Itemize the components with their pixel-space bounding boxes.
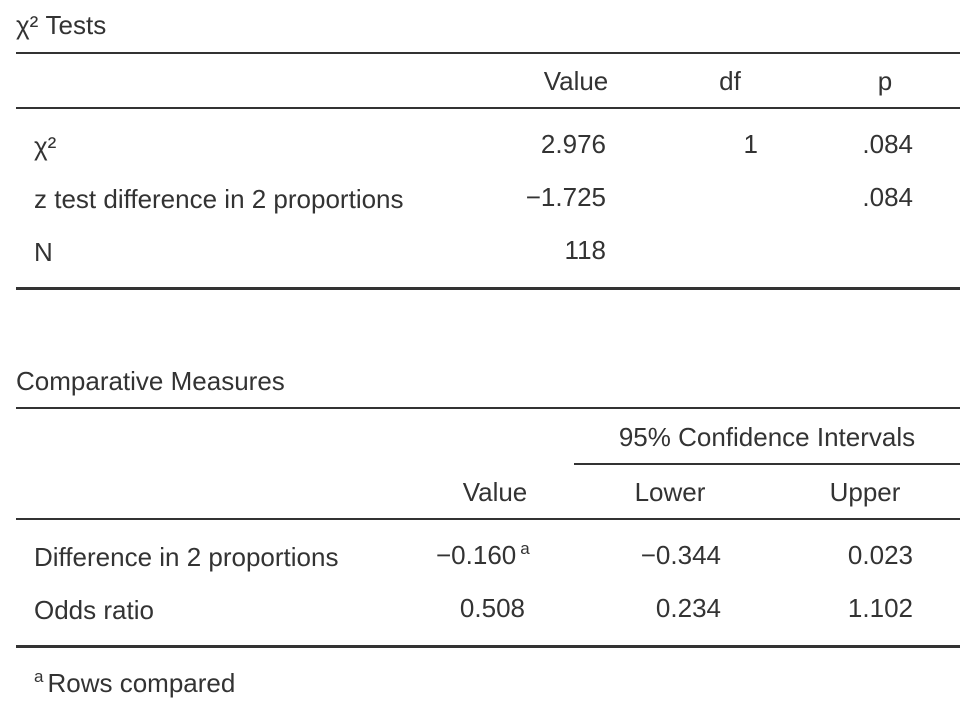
chi-row-label: N (34, 237, 53, 267)
comp-row-upper: 1.102 (847, 593, 913, 623)
chi-header-df: df (719, 66, 741, 96)
comp-row-value: −0.160 a (436, 539, 530, 574)
comp-row-lower: 0.234 (655, 593, 721, 623)
comp-header-value: Value (462, 477, 528, 507)
chi-header-value: Value (543, 66, 609, 96)
comparative-title: Comparative Measures (16, 366, 285, 396)
chi-row-value: 2.976 (540, 129, 606, 159)
chi-tests-title: χ² Tests (16, 10, 107, 40)
comp-header-lower: Lower (634, 477, 706, 507)
chi-tests-bottom-rule (16, 287, 960, 290)
chi-row-label: χ² (34, 131, 57, 161)
chi-tests-top-rule (16, 52, 960, 54)
comp-header-upper: Upper (829, 477, 901, 507)
footnote-marker: a (34, 667, 44, 686)
chi-row-value: −1.725 (525, 182, 606, 212)
comp-row-upper: 0.023 (847, 540, 913, 570)
comp-row-label: Difference in 2 proportions (34, 542, 339, 572)
chi-row-label: z test difference in 2 proportions (34, 184, 404, 214)
chi-row-value: 118 (564, 235, 606, 265)
chi-header-p: p (877, 66, 893, 96)
comp-row-value: 0.508 (459, 593, 525, 623)
footnote-marker: a (520, 539, 530, 558)
chi-tests-header-rule (16, 107, 960, 109)
comp-row-value-number: −0.160 (436, 540, 517, 570)
chi-row-p: .084 (862, 129, 913, 159)
chi-row-df: 1 (743, 129, 758, 159)
ci-group-header: 95% Confidence Intervals (618, 422, 916, 452)
comparative-header-rule (16, 518, 960, 520)
ci-group-rule (574, 463, 960, 465)
comp-row-label: Odds ratio (34, 595, 154, 625)
comparative-top-rule (16, 407, 960, 409)
footnote-text: Rows compared (47, 668, 236, 698)
comp-row-lower: −0.344 (640, 540, 721, 570)
footnote: a Rows compared (34, 667, 236, 702)
chi-row-p: .084 (862, 182, 913, 212)
comparative-bottom-rule (16, 645, 960, 648)
